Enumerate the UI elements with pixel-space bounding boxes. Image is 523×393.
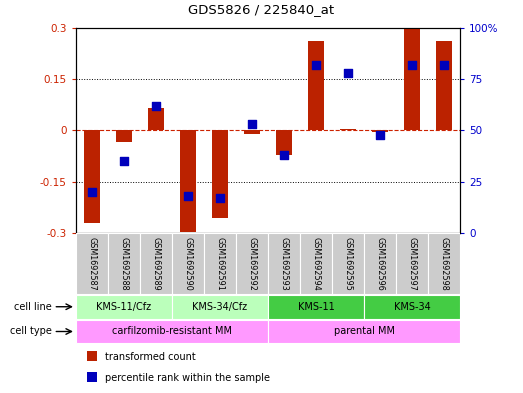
Point [344, 70, 353, 76]
Point [280, 152, 288, 158]
Text: transformed count: transformed count [105, 351, 196, 362]
Bar [300, 233, 332, 294]
Bar [404, 28, 420, 130]
Text: KMS-11/Cfz: KMS-11/Cfz [96, 302, 152, 312]
Bar [148, 108, 164, 130]
Bar [436, 41, 452, 130]
Point [440, 61, 448, 68]
Bar [428, 233, 460, 294]
Text: KMS-11: KMS-11 [298, 302, 335, 312]
Text: GSM1692595: GSM1692595 [344, 237, 353, 291]
Point [376, 131, 384, 138]
Bar [212, 130, 228, 218]
Bar [372, 130, 388, 132]
Text: GSM1692590: GSM1692590 [184, 237, 192, 291]
Bar [268, 233, 300, 294]
Bar [76, 233, 108, 294]
Text: KMS-34: KMS-34 [394, 302, 430, 312]
Bar [244, 130, 260, 134]
Bar [84, 130, 100, 223]
Bar [87, 351, 97, 361]
Point [184, 193, 192, 200]
Text: GSM1692592: GSM1692592 [247, 237, 256, 291]
Text: cell type: cell type [10, 327, 52, 336]
Bar [268, 320, 460, 343]
Bar [108, 233, 140, 294]
Text: GSM1692594: GSM1692594 [312, 237, 321, 291]
Bar [204, 233, 236, 294]
Text: GSM1692589: GSM1692589 [152, 237, 161, 291]
Text: parental MM: parental MM [334, 327, 395, 336]
Text: cell line: cell line [14, 302, 52, 312]
Text: carfilzomib-resistant MM: carfilzomib-resistant MM [112, 327, 232, 336]
Bar [172, 233, 204, 294]
Text: GSM1692591: GSM1692591 [215, 237, 224, 291]
Text: GDS5826 / 225840_at: GDS5826 / 225840_at [188, 3, 335, 16]
Text: KMS-34/Cfz: KMS-34/Cfz [192, 302, 247, 312]
Point [312, 61, 320, 68]
Point [152, 103, 160, 109]
Bar [340, 129, 356, 130]
Text: GSM1692597: GSM1692597 [408, 237, 417, 291]
Text: GSM1692588: GSM1692588 [119, 237, 128, 291]
Bar [364, 295, 460, 319]
Bar [76, 295, 172, 319]
Text: GSM1692593: GSM1692593 [280, 237, 289, 291]
Text: GSM1692596: GSM1692596 [376, 237, 384, 291]
Bar [236, 233, 268, 294]
Bar [276, 130, 292, 154]
Bar [308, 41, 324, 130]
Point [248, 121, 256, 127]
Bar [116, 130, 132, 143]
Bar [172, 295, 268, 319]
Text: GSM1692598: GSM1692598 [440, 237, 449, 291]
Point [216, 195, 224, 202]
Bar [268, 295, 364, 319]
Text: percentile rank within the sample: percentile rank within the sample [105, 373, 270, 383]
Point [120, 158, 128, 165]
Bar [87, 372, 97, 382]
Bar [76, 320, 268, 343]
Bar [332, 233, 364, 294]
Point [408, 61, 416, 68]
Text: GSM1692587: GSM1692587 [87, 237, 96, 291]
Point [88, 189, 96, 195]
Bar [140, 233, 172, 294]
Bar [364, 233, 396, 294]
Bar [180, 130, 196, 232]
Bar [396, 233, 428, 294]
